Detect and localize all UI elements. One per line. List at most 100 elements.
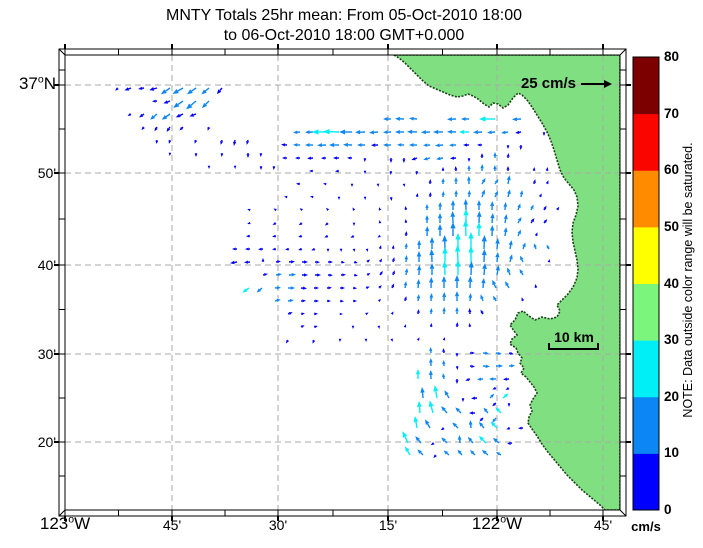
current-vector-head xyxy=(351,325,355,329)
current-vector-shaft xyxy=(153,113,158,118)
current-vector-head xyxy=(329,273,333,277)
current-vector-head xyxy=(194,153,198,157)
current-vector-head xyxy=(338,338,342,342)
current-vector-head xyxy=(461,117,466,121)
current-vector-shaft xyxy=(509,258,512,263)
current-vector-head xyxy=(263,273,268,277)
current-vector-head xyxy=(244,260,249,264)
current-vector-head xyxy=(476,200,482,206)
current-vector-head xyxy=(389,159,393,163)
current-vector-head xyxy=(492,418,496,423)
current-vector-head xyxy=(490,201,495,206)
current-vector-shaft xyxy=(193,113,197,116)
current-vector-head xyxy=(492,386,496,390)
plot-frame-inner xyxy=(64,54,621,511)
current-vector-head xyxy=(312,129,319,135)
current-vector-shaft xyxy=(483,268,486,276)
current-vector-head xyxy=(521,297,525,301)
current-vector-head xyxy=(378,207,382,211)
current-vector-head xyxy=(290,286,295,290)
current-vector-shaft xyxy=(494,417,497,420)
current-vector-head xyxy=(310,195,314,199)
current-vector-head xyxy=(404,255,408,260)
current-vector-head xyxy=(480,309,484,314)
current-vector-head xyxy=(546,244,550,249)
current-vector-head xyxy=(503,377,508,381)
current-vector-head xyxy=(392,270,395,275)
current-vector-shaft xyxy=(504,231,507,237)
current-vector-head xyxy=(201,89,207,95)
current-vector-head xyxy=(312,340,316,344)
current-vector-head xyxy=(441,178,445,183)
coastline xyxy=(392,55,620,510)
current-vector-head xyxy=(403,296,407,301)
current-vector-shaft xyxy=(167,100,171,103)
current-vector-shaft xyxy=(458,410,462,414)
current-vector-head xyxy=(543,205,547,210)
current-vector-head xyxy=(363,170,367,174)
current-vector-shaft xyxy=(141,113,145,116)
current-vector-head xyxy=(463,143,467,147)
frame-bevel xyxy=(619,509,627,517)
current-vector-head xyxy=(520,255,524,261)
current-vector-head xyxy=(495,407,500,412)
current-vector-head xyxy=(376,183,380,187)
current-vector-head xyxy=(321,156,325,160)
frame-bevel xyxy=(619,48,627,56)
current-vector-head xyxy=(503,393,509,398)
current-vector-head xyxy=(509,351,514,355)
current-vector-head xyxy=(416,279,421,285)
current-vector-head xyxy=(481,449,487,455)
colorbar-segment xyxy=(633,453,659,511)
current-vector-head xyxy=(417,401,422,408)
current-vector-head xyxy=(230,260,235,265)
current-vector-head xyxy=(293,143,298,147)
current-vector-head xyxy=(459,129,465,135)
current-vector-head xyxy=(468,420,473,425)
current-vector-head xyxy=(343,142,348,147)
current-vector-head xyxy=(481,249,487,256)
current-vector-shaft xyxy=(494,181,497,185)
current-vector-head xyxy=(186,89,193,95)
current-vector-head xyxy=(261,258,265,262)
current-vector-head xyxy=(354,273,358,277)
current-vector-head xyxy=(341,260,345,264)
current-vector-head xyxy=(441,437,446,442)
current-vector-head xyxy=(272,222,277,225)
current-vector-shaft xyxy=(481,298,484,302)
current-vector-head xyxy=(433,129,439,135)
current-vector-head xyxy=(350,234,355,238)
current-vector-head xyxy=(515,130,520,134)
current-vector-shaft xyxy=(455,425,459,429)
current-vector-shaft xyxy=(521,259,524,263)
current-vector-head xyxy=(428,400,434,407)
current-vector-head xyxy=(495,265,500,271)
current-vector-head xyxy=(353,299,357,303)
current-vector-head xyxy=(383,143,388,147)
current-vector-head xyxy=(468,246,474,253)
current-vector-head xyxy=(175,113,181,118)
current-vector-head xyxy=(542,132,546,136)
current-vector-head xyxy=(468,293,473,298)
current-vector-head xyxy=(172,89,179,94)
current-vector-head xyxy=(168,152,172,156)
current-vector-head xyxy=(519,268,524,274)
current-vector-head xyxy=(317,143,322,148)
current-vector-head xyxy=(327,299,331,303)
colorbar-segment xyxy=(633,57,659,115)
current-vector-head xyxy=(161,115,168,120)
current-vector-head xyxy=(416,309,420,313)
current-vector-head xyxy=(476,211,482,217)
colorbar-segment xyxy=(633,226,659,284)
current-vector-head xyxy=(477,377,482,381)
current-vector-shaft xyxy=(482,439,487,444)
current-vector-head xyxy=(429,293,434,298)
current-vector-head xyxy=(481,278,486,284)
current-vector-shaft xyxy=(446,452,450,456)
current-vector-shaft xyxy=(484,452,489,456)
current-vector-head xyxy=(425,215,429,220)
current-vector-head xyxy=(429,237,435,243)
current-vector-head xyxy=(259,153,263,157)
current-vector-head xyxy=(490,421,496,427)
current-vector-shaft xyxy=(481,193,484,198)
